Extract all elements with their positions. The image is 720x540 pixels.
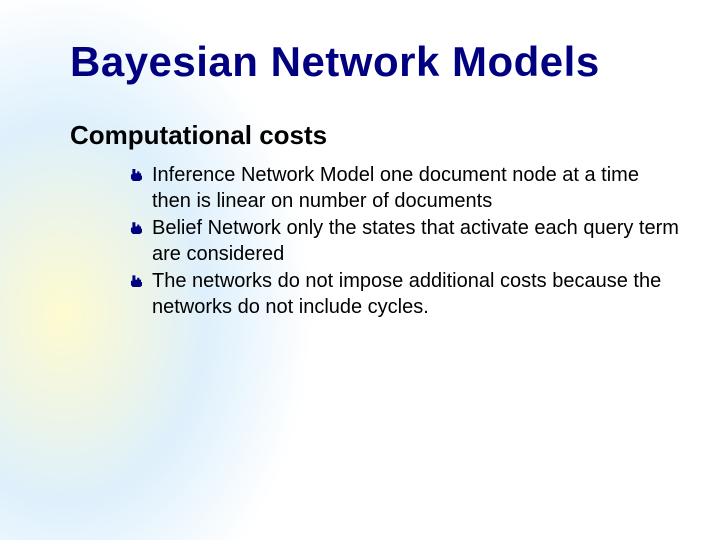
bullet-item: Inference Network Model one document nod…: [130, 163, 680, 214]
bullet-item: Belief Network only the states that acti…: [130, 216, 680, 267]
slide-title: Bayesian Network Models: [70, 38, 680, 86]
bullet-list: Inference Network Model one document nod…: [130, 163, 680, 321]
slide-subtitle: Computational costs: [70, 120, 680, 151]
slide-content: Bayesian Network Models Computational co…: [0, 0, 720, 321]
bullet-item: The networks do not impose additional co…: [130, 269, 680, 320]
